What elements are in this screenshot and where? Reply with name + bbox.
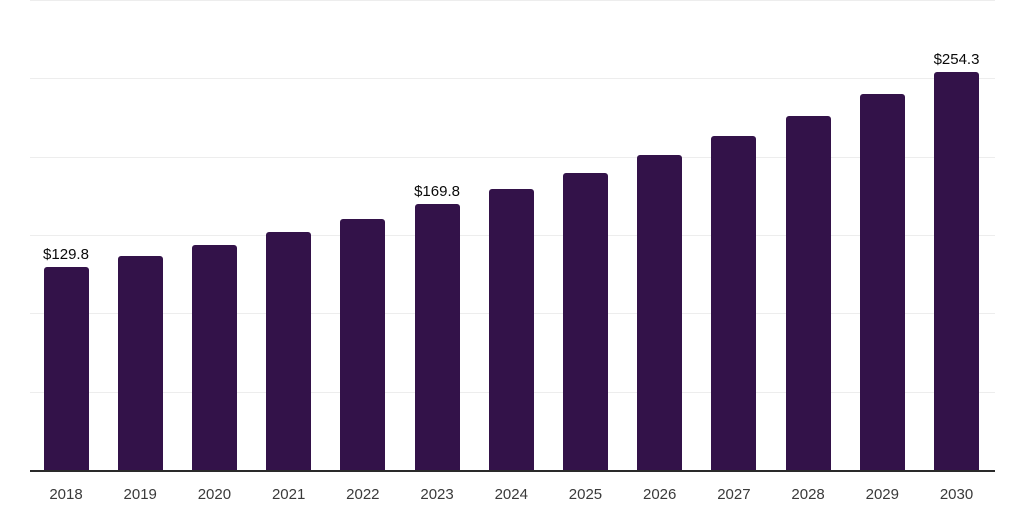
gridline-300 [30,0,995,1]
bar-2030[interactable] [934,71,980,470]
bar-2020[interactable] [191,244,237,470]
bar-2022[interactable] [340,218,386,470]
bar-2025[interactable] [562,172,608,470]
gridline-200 [30,156,995,158]
data-label-2030: $254.3 [933,50,980,68]
bar-2024[interactable] [488,188,534,470]
bar-2028[interactable] [785,116,831,470]
x-tick-label-2028: 2028 [791,486,825,503]
x-tick-label-2024: 2024 [494,486,528,503]
x-axis-line [30,470,995,472]
x-tick-label-2025: 2025 [568,486,603,503]
gridline-250 [30,78,995,80]
x-tick-label-2022: 2022 [346,486,380,503]
x-tick-label-2021: 2021 [271,486,306,503]
x-tick-label-2020: 2020 [197,486,232,503]
x-tick-label-2030: 2030 [939,486,974,503]
data-label-2023: $169.8 [414,182,460,200]
bar-2021[interactable] [266,231,312,470]
x-tick-label-2018: 2018 [49,486,83,503]
x-tick-label-2029: 2029 [865,486,899,503]
x-tick-label-2027: 2027 [717,486,751,503]
bar-2029[interactable] [859,94,905,470]
x-tick-label-2026: 2026 [642,486,677,503]
bar-2019[interactable] [117,256,163,470]
bar-2023[interactable] [414,203,460,470]
x-tick-label-2023: 2023 [420,486,454,503]
bar-2027[interactable] [711,136,757,470]
bar-2018[interactable] [43,266,89,470]
data-label-2018: $129.8 [43,245,89,263]
x-tick-label-2019: 2019 [123,486,157,503]
bar-2026[interactable] [637,154,683,470]
